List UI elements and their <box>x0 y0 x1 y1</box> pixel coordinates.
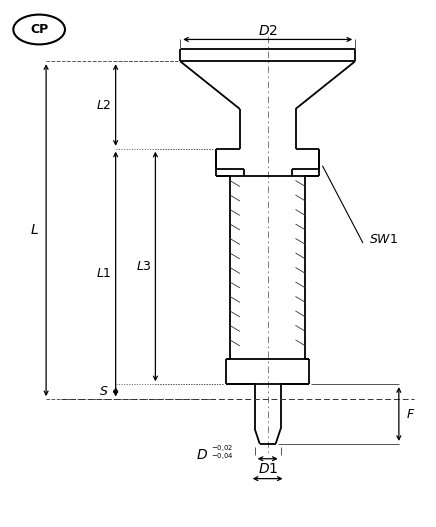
Text: $L$: $L$ <box>30 223 39 237</box>
Text: $S$: $S$ <box>99 385 109 398</box>
Text: $D2$: $D2$ <box>258 24 278 38</box>
Ellipse shape <box>14 15 65 44</box>
Text: $SW1$: $SW1$ <box>369 232 398 246</box>
Text: $D$: $D$ <box>196 448 208 462</box>
Text: $^{-0{,}02}_{-0{,}04}$: $^{-0{,}02}_{-0{,}04}$ <box>211 444 234 462</box>
Text: $L2$: $L2$ <box>96 99 112 112</box>
Text: $L1$: $L1$ <box>96 267 112 280</box>
Text: $L3$: $L3$ <box>136 260 151 273</box>
Text: $F$: $F$ <box>406 407 416 421</box>
Text: CP: CP <box>30 23 48 36</box>
Text: $D1$: $D1$ <box>258 462 278 476</box>
